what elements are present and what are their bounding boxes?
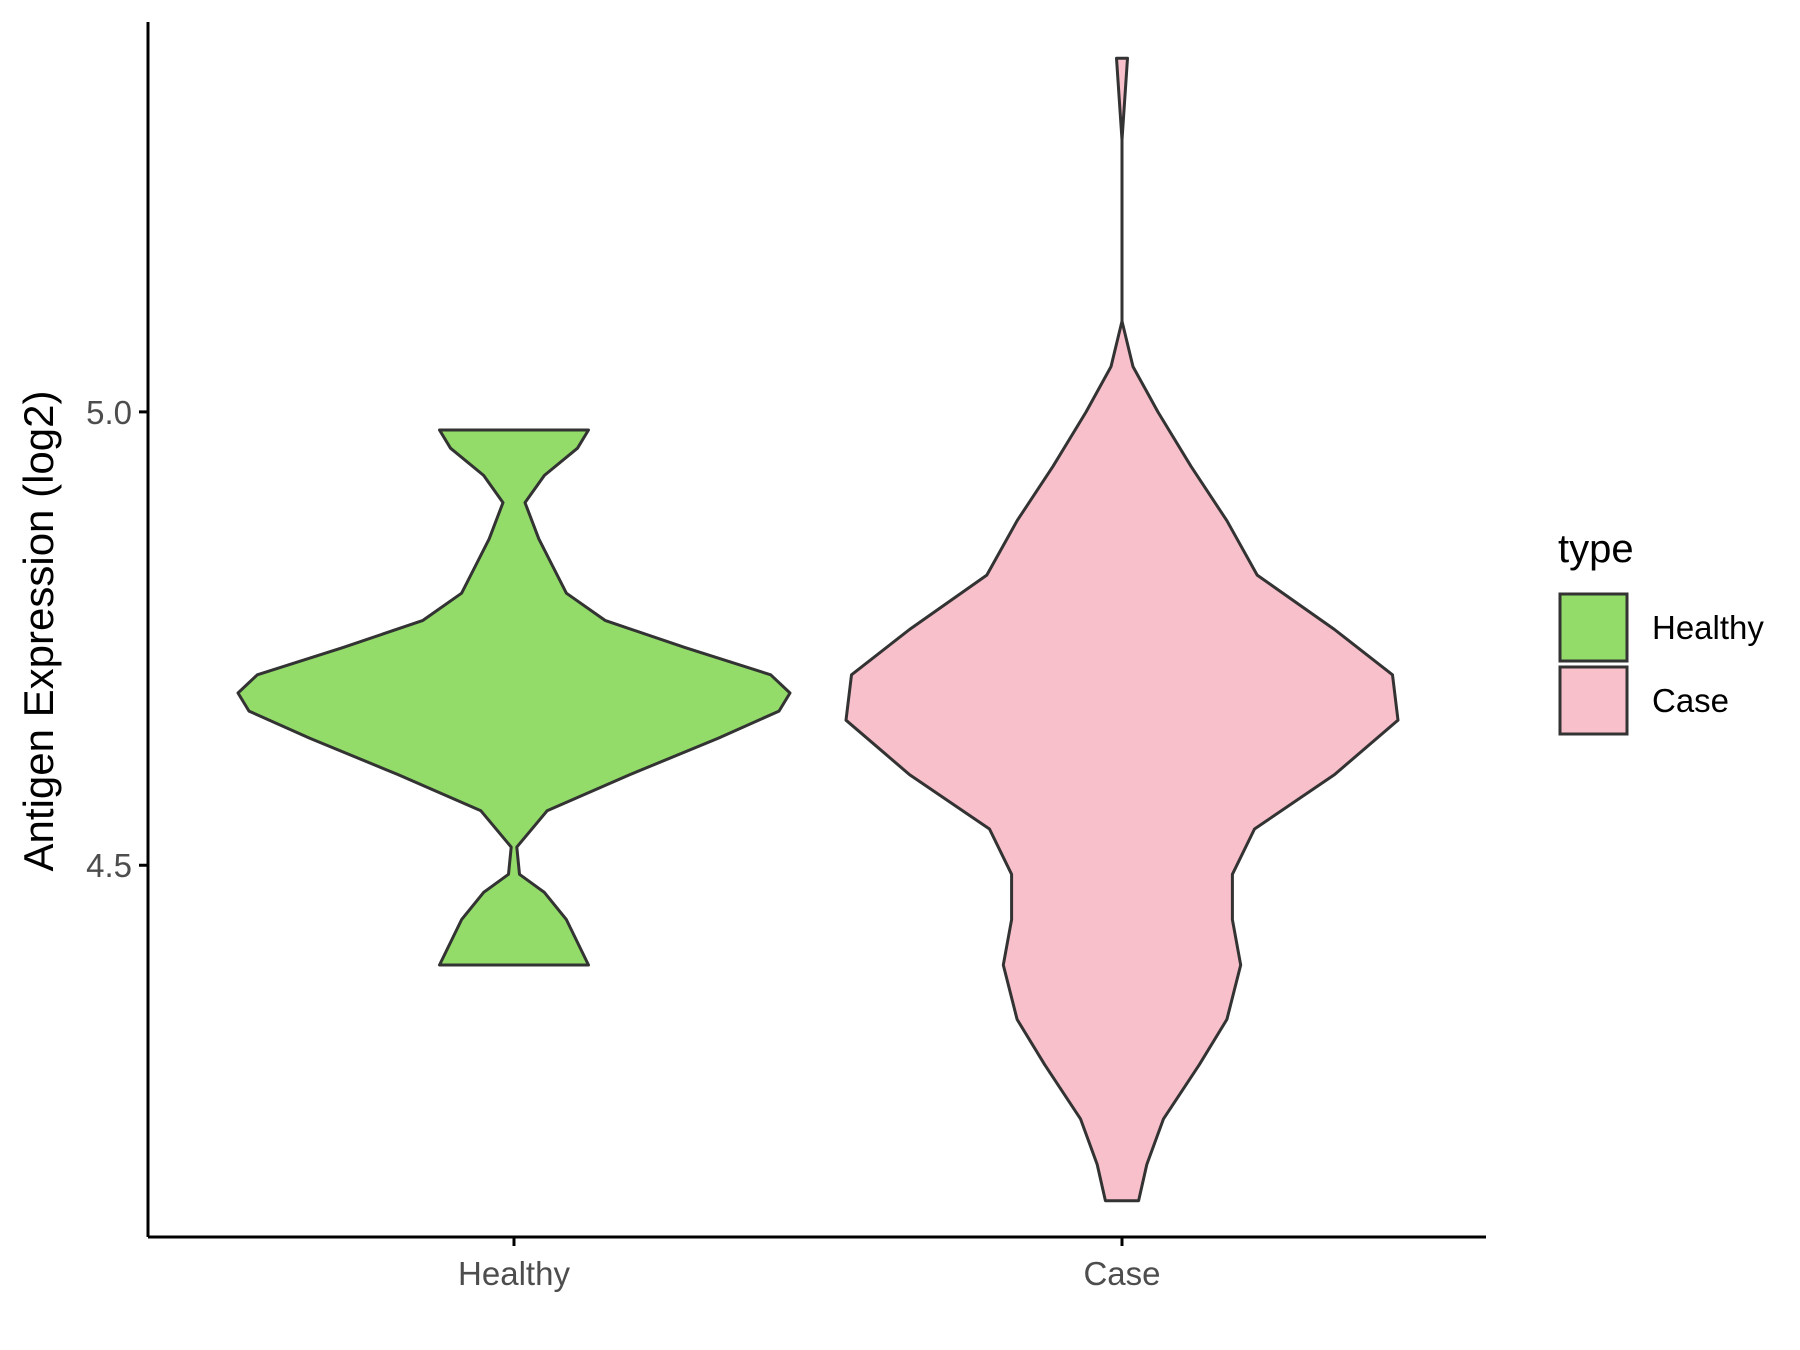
violin-healthy [236,428,792,967]
legend-key-healthy [1558,592,1629,663]
violin-layer [236,56,1400,1203]
y-axis-title: Antigen Expression (log2) [15,391,62,872]
legend-label-case: Case [1652,682,1729,719]
y-tick-label: 5.0 [86,394,132,431]
x-tick-label: Case [1083,1255,1160,1292]
y-tick-label: 4.5 [86,847,132,884]
legend-key-case [1558,665,1629,736]
violin-case [844,56,1400,1203]
y-axis-ticks: 4.5 5.0 [86,394,148,884]
legend-label-healthy: Healthy [1652,609,1764,646]
legend: type Healthy Case [1558,527,1764,736]
legend-title: type [1558,527,1634,571]
x-axis-ticks: Healthy Case [458,1237,1161,1292]
x-tick-label: Healthy [458,1255,570,1292]
